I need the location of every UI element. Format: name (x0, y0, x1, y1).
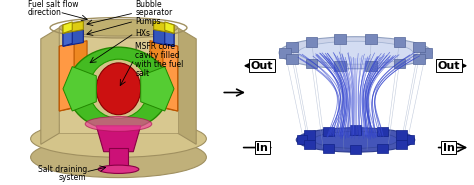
Text: salt: salt (135, 70, 149, 78)
Polygon shape (165, 22, 174, 33)
Ellipse shape (96, 63, 141, 115)
FancyBboxPatch shape (304, 130, 315, 139)
FancyBboxPatch shape (280, 48, 291, 58)
FancyBboxPatch shape (396, 130, 407, 139)
Polygon shape (63, 21, 83, 33)
Text: cavity filled: cavity filled (135, 51, 180, 60)
Text: Out: Out (438, 61, 460, 71)
FancyBboxPatch shape (396, 140, 407, 149)
Ellipse shape (31, 137, 206, 178)
Polygon shape (141, 67, 174, 111)
FancyBboxPatch shape (286, 42, 298, 52)
Text: Bubble: Bubble (135, 0, 162, 9)
FancyBboxPatch shape (393, 58, 405, 68)
Text: separator: separator (135, 8, 173, 16)
FancyBboxPatch shape (323, 127, 334, 136)
Ellipse shape (59, 19, 178, 36)
Polygon shape (63, 22, 72, 33)
Text: MSFR core: MSFR core (135, 42, 175, 51)
FancyBboxPatch shape (350, 145, 361, 154)
Ellipse shape (85, 117, 152, 131)
FancyBboxPatch shape (286, 54, 298, 64)
FancyBboxPatch shape (323, 144, 334, 153)
FancyBboxPatch shape (334, 34, 346, 44)
Text: Pumps: Pumps (135, 17, 161, 26)
Polygon shape (63, 30, 83, 46)
Text: HXs: HXs (135, 29, 150, 38)
Ellipse shape (279, 37, 432, 69)
Ellipse shape (31, 120, 206, 157)
Polygon shape (63, 67, 96, 111)
FancyBboxPatch shape (350, 125, 361, 134)
Ellipse shape (68, 47, 169, 130)
Polygon shape (41, 28, 59, 144)
FancyBboxPatch shape (420, 48, 431, 58)
Polygon shape (96, 126, 141, 152)
Polygon shape (154, 21, 174, 33)
Polygon shape (59, 28, 178, 133)
Polygon shape (150, 41, 178, 111)
Text: system: system (58, 173, 86, 182)
Text: with the fuel: with the fuel (135, 60, 183, 69)
Polygon shape (163, 43, 178, 111)
FancyBboxPatch shape (413, 54, 425, 64)
FancyBboxPatch shape (304, 140, 315, 149)
FancyBboxPatch shape (334, 61, 346, 71)
Text: direction: direction (28, 8, 62, 16)
Text: Salt draining: Salt draining (38, 165, 88, 174)
Text: Out: Out (251, 61, 273, 71)
FancyBboxPatch shape (306, 37, 318, 47)
Bar (109, 148, 128, 170)
FancyBboxPatch shape (377, 127, 388, 136)
Text: In: In (443, 143, 455, 153)
FancyBboxPatch shape (413, 42, 425, 52)
FancyBboxPatch shape (365, 61, 377, 71)
FancyBboxPatch shape (306, 58, 318, 68)
Polygon shape (63, 31, 72, 46)
FancyBboxPatch shape (365, 34, 377, 44)
FancyBboxPatch shape (404, 135, 414, 144)
Ellipse shape (298, 41, 413, 64)
Polygon shape (178, 28, 196, 144)
Ellipse shape (89, 59, 148, 118)
Ellipse shape (98, 165, 139, 174)
Ellipse shape (313, 132, 398, 148)
Text: Fuel salt flow: Fuel salt flow (28, 0, 78, 9)
FancyBboxPatch shape (377, 144, 388, 153)
Polygon shape (59, 43, 74, 111)
Ellipse shape (296, 128, 415, 152)
FancyBboxPatch shape (297, 135, 307, 144)
Polygon shape (59, 41, 87, 111)
Polygon shape (154, 30, 174, 46)
Polygon shape (165, 31, 174, 46)
Text: In: In (256, 143, 268, 153)
FancyBboxPatch shape (393, 37, 405, 47)
